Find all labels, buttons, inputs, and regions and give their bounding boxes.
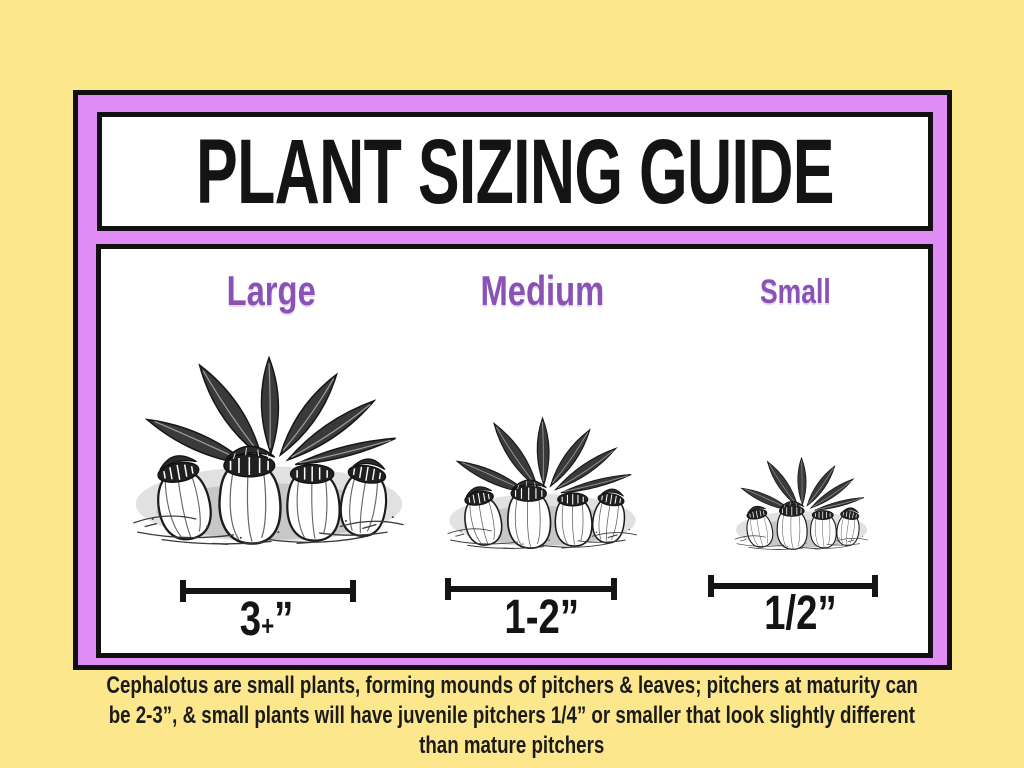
plant-illustration-small [732, 455, 871, 552]
size-large-value: 3 [240, 593, 262, 646]
plant-illustration-medium [444, 414, 641, 552]
size-large-plus: + [261, 610, 275, 641]
size-medium-value: 1-2 [504, 591, 561, 644]
caption-line-1: Cephalotus are small plants, forming mou… [106, 672, 918, 699]
size-small-quote: ” [817, 587, 837, 640]
column-header-large: Large [171, 270, 371, 312]
size-bracket-large [180, 580, 356, 602]
plant-illustration-large [128, 352, 410, 549]
caption-line-3: than mature pitchers [419, 732, 605, 759]
size-medium-quote: ” [560, 591, 580, 644]
page-title: PLANT SIZING GUIDE [196, 120, 834, 223]
size-small-value: 1/2 [763, 587, 818, 640]
column-header-small: Small [695, 275, 895, 309]
column-header-medium-label: Medium [480, 267, 604, 314]
size-label-large: 3+” [157, 596, 377, 644]
column-header-medium: Medium [442, 270, 642, 312]
caption-line-2: be 2-3”, & small plants will have juveni… [108, 702, 916, 729]
column-header-small-label: Small [759, 273, 831, 311]
size-large-quote: ” [274, 593, 294, 646]
title-box: PLANT SIZING GUIDE [97, 112, 933, 231]
caption: Cephalotus are small plants, forming mou… [0, 671, 1024, 761]
size-label-medium: 1-2” [432, 594, 652, 642]
size-bracket-small [708, 575, 878, 597]
column-header-large-label: Large [226, 267, 316, 314]
size-bracket-medium [445, 578, 617, 600]
size-label-small: 1/2” [690, 590, 910, 638]
